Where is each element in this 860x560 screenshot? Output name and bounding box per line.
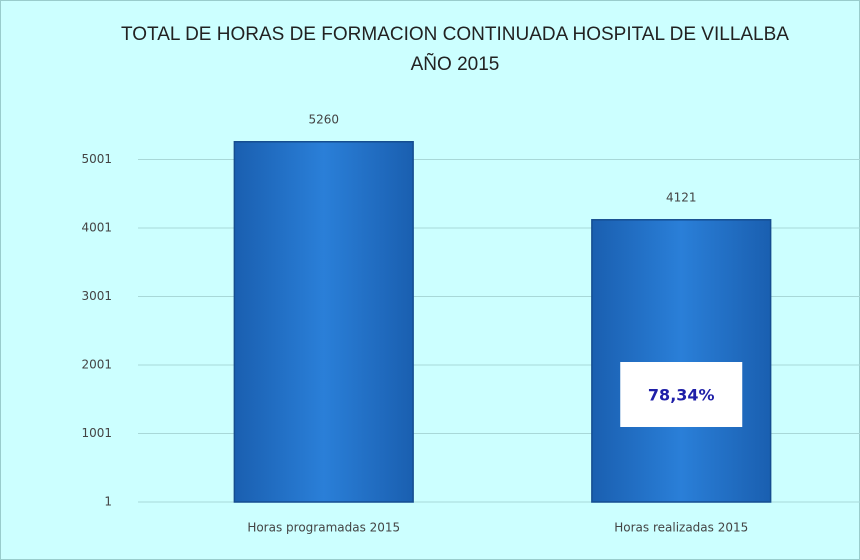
- bar: [591, 219, 772, 503]
- x-tick-label: Horas programadas 2015: [247, 521, 400, 535]
- x-tick-label: Horas realizadas 2015: [614, 521, 748, 535]
- annotation: 78,34%: [648, 386, 715, 405]
- value-label: 4121: [666, 190, 697, 204]
- annotation-box: [620, 362, 743, 427]
- chart-title: TOTAL DE HORAS DE FORMACION CONTINUADA H…: [121, 24, 789, 75]
- y-tick-label: 5001: [81, 152, 112, 166]
- y-tick-label: 2001: [81, 358, 112, 372]
- y-tick-label: 1001: [81, 426, 112, 440]
- value-label: 5260: [308, 112, 339, 126]
- y-tick-label: 3001: [81, 289, 112, 303]
- bar: [233, 141, 414, 503]
- y-tick-label: 4001: [81, 221, 112, 235]
- y-tick-label: 1: [104, 495, 112, 509]
